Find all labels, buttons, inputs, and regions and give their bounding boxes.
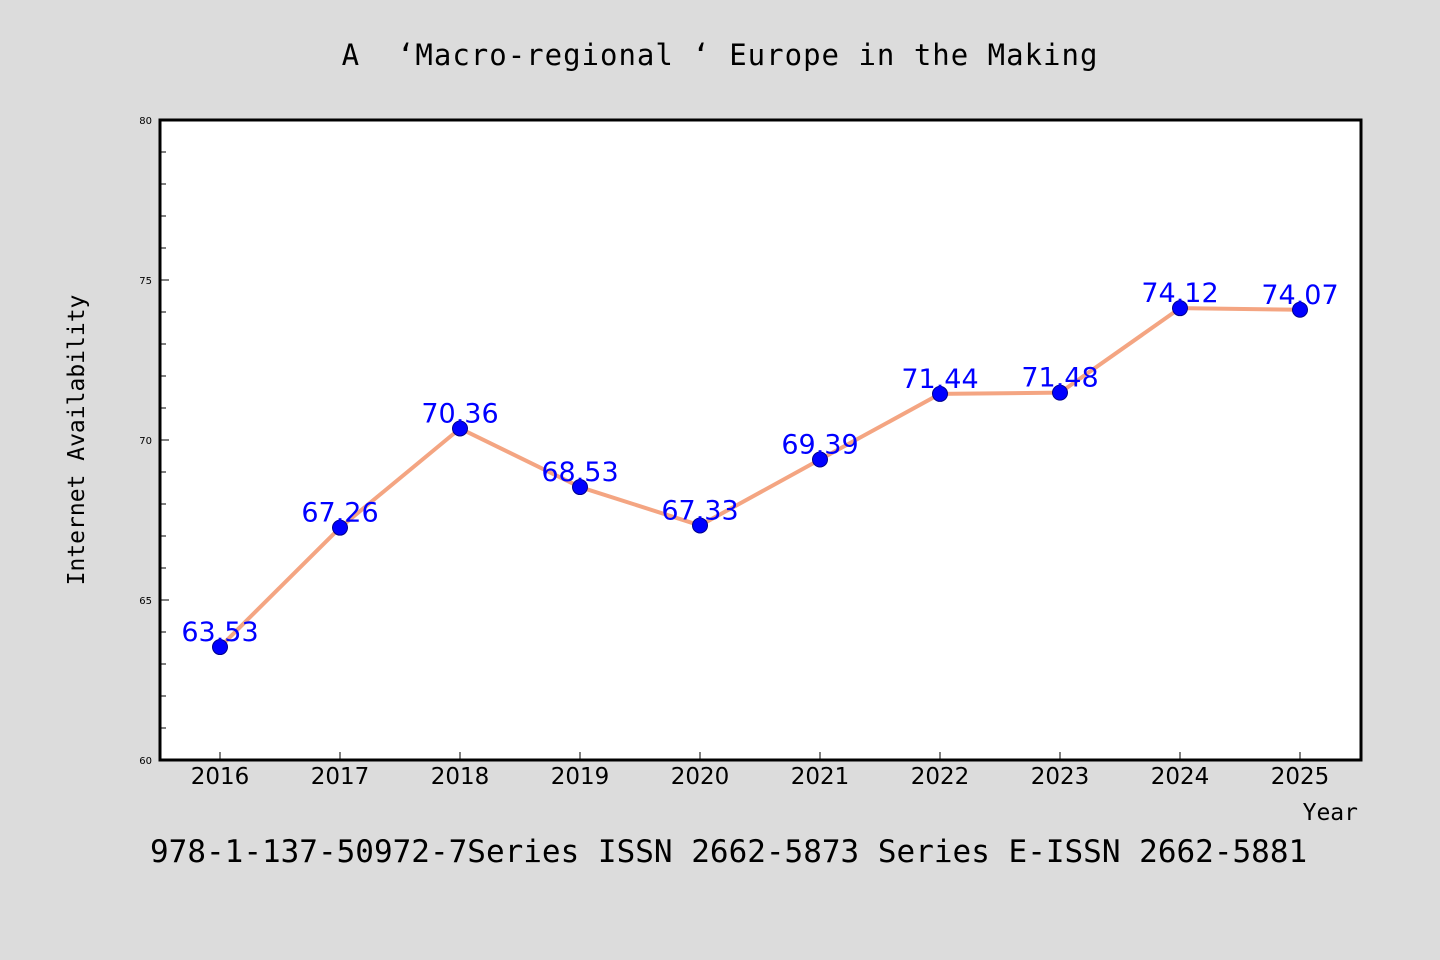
data-point — [932, 385, 948, 402]
data-point — [332, 519, 348, 536]
x-tick-label: 2021 — [791, 764, 850, 790]
footer-isbn: 978-1-137-50972-7Series ISSN 2662-5873 S… — [150, 834, 1308, 870]
data-label: 71.44 — [901, 364, 978, 395]
x-axis: 2016 2017 2018 2019 2020 2021 2022 2023 2024 2025 — [191, 752, 1330, 790]
data-label: 67.33 — [661, 495, 738, 526]
data-point — [692, 517, 708, 534]
data-point — [812, 451, 828, 468]
y-axis: 60 65 70 75 80 — [139, 116, 169, 767]
data-label: 68.53 — [541, 457, 618, 488]
data-label: 70.36 — [421, 398, 498, 429]
x-tick-label: 2017 — [311, 764, 370, 790]
x-tick-label: 2019 — [551, 764, 610, 790]
data-label: 67.26 — [301, 498, 378, 529]
chart-title: A ‘Macro-regional ‘ Europe in the Making — [341, 38, 1099, 72]
x-tick-label: 2024 — [1151, 764, 1210, 790]
x-tick-label: 2025 — [1271, 764, 1330, 790]
data-label: 74.07 — [1261, 280, 1338, 311]
y-tick-label: 75 — [139, 276, 152, 287]
y-axis-label: Internet Availability — [64, 295, 90, 586]
x-tick-label: 2023 — [1031, 764, 1090, 790]
x-axis-label: Year — [1303, 800, 1358, 826]
x-tick-label: 2020 — [671, 764, 730, 790]
y-tick-label: 80 — [139, 116, 152, 127]
data-point — [1172, 300, 1188, 317]
data-point — [1292, 301, 1308, 318]
x-tick-label: 2016 — [191, 764, 250, 790]
x-tick-label: 2018 — [431, 764, 490, 790]
x-tick-label: 2022 — [911, 764, 970, 790]
data-label: 74.12 — [1141, 278, 1218, 309]
y-tick-label: 65 — [139, 596, 152, 607]
series-line — [218, 306, 1301, 649]
y-tick-label: 60 — [139, 756, 152, 767]
data-point — [572, 479, 588, 496]
data-label: 71.48 — [1021, 363, 1098, 394]
y-tick-label: 70 — [139, 436, 152, 447]
data-point — [452, 420, 468, 437]
data-point — [1052, 384, 1068, 401]
series-layer: 63.53 67.26 70.36 68.53 67.33 69.39 71.44 71.48… — [181, 278, 1339, 656]
data-label: 63.53 — [181, 617, 258, 648]
data-point — [212, 639, 228, 656]
plot-area — [158, 118, 1363, 762]
data-label: 69.39 — [781, 430, 858, 461]
